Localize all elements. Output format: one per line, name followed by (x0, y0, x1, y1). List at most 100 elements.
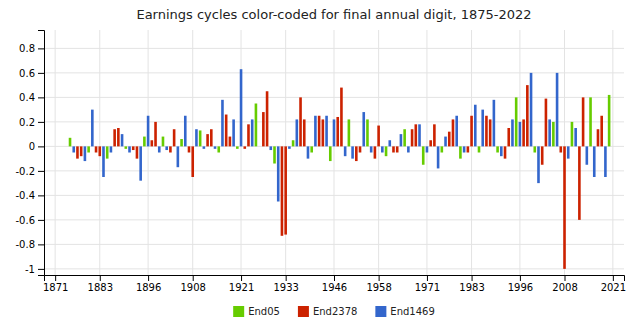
bar (411, 129, 414, 146)
bar (180, 139, 183, 146)
bar (493, 100, 496, 147)
bar (91, 110, 94, 147)
bar (455, 116, 458, 147)
tick-mark (472, 275, 473, 281)
grid-line (519, 30, 520, 275)
bar (162, 137, 165, 147)
bar (98, 146, 101, 156)
bar (210, 129, 213, 146)
bar (69, 138, 72, 147)
legend-label: End05 (248, 306, 280, 317)
bar (72, 146, 75, 152)
bar (132, 146, 135, 150)
tick: 2008 (552, 275, 577, 293)
bar (515, 97, 518, 146)
bar (188, 146, 191, 152)
bar (474, 105, 477, 147)
bar (225, 115, 228, 147)
bar (269, 146, 272, 150)
legend-label: End2378 (313, 306, 357, 317)
tick-mark (241, 275, 242, 281)
bar (136, 146, 139, 158)
tick-label: 2021 (601, 282, 626, 293)
bar (545, 99, 548, 147)
bar (318, 116, 321, 147)
bar (407, 146, 410, 152)
bar (102, 146, 105, 177)
tick-mark (38, 73, 44, 74)
bar (310, 146, 313, 152)
bar (359, 146, 362, 152)
bar (511, 119, 514, 146)
bar (478, 146, 481, 152)
tick: 2021 (601, 275, 626, 293)
tick-label: 0.2 (19, 117, 35, 128)
legend-item: End1469 (375, 306, 434, 317)
bar (351, 146, 354, 158)
tick-mark (38, 244, 44, 245)
tick-mark (613, 275, 614, 281)
bar (582, 97, 585, 146)
bar (154, 122, 157, 147)
axis-line (38, 31, 45, 276)
bar (437, 146, 440, 168)
bar (571, 122, 574, 147)
bar (165, 146, 168, 150)
tick: -0.2 (15, 166, 44, 177)
legend: End05 End2378 End1469 (233, 306, 435, 317)
bar (481, 110, 484, 147)
tick: 1958 (366, 275, 391, 293)
bar (593, 146, 596, 177)
bar (589, 97, 592, 146)
bar (158, 146, 161, 152)
bar (117, 128, 120, 146)
bar (333, 119, 336, 146)
bar (552, 122, 555, 147)
grid-line (334, 30, 335, 275)
tick-mark (100, 275, 101, 281)
legend-swatch (298, 306, 309, 317)
tick-label: 1971 (415, 282, 440, 293)
bar (541, 146, 544, 164)
tick: 1971 (415, 275, 440, 293)
bar (195, 129, 198, 146)
bar (467, 146, 470, 152)
bar (507, 128, 510, 146)
tick: 1896 (136, 275, 161, 293)
bar (173, 129, 176, 146)
tick-mark (334, 275, 335, 281)
bar (147, 116, 150, 147)
bar (519, 122, 522, 147)
title: Earnings cycles color-coded for final an… (136, 7, 531, 22)
grid-line (241, 30, 242, 275)
bar (177, 146, 180, 167)
tick-label: 1871 (43, 282, 68, 293)
bar (169, 146, 172, 152)
bar (284, 146, 287, 234)
x-axis: 1871188318961908192119331946195819711983… (43, 275, 626, 293)
tick: 1996 (508, 275, 533, 293)
bar (124, 146, 127, 148)
bars (69, 69, 611, 269)
bar (496, 146, 499, 152)
tick-mark (55, 275, 56, 281)
tick-label: -0.4 (15, 190, 35, 201)
bar (344, 146, 347, 156)
bar (597, 129, 600, 146)
tick-mark (38, 220, 44, 221)
grid-line (426, 30, 427, 275)
bar (106, 146, 109, 158)
tick-mark (148, 275, 149, 281)
bar (292, 140, 295, 146)
bar (110, 146, 113, 152)
bar (500, 146, 503, 156)
tick: 1983 (459, 275, 484, 293)
tick-label: 1921 (229, 282, 254, 293)
bar (396, 146, 399, 152)
bar (459, 146, 462, 158)
bar (214, 146, 217, 148)
tick-label: 0 (29, 141, 35, 152)
bar (470, 116, 473, 147)
tick: -0.4 (15, 190, 44, 201)
bar (433, 124, 436, 146)
